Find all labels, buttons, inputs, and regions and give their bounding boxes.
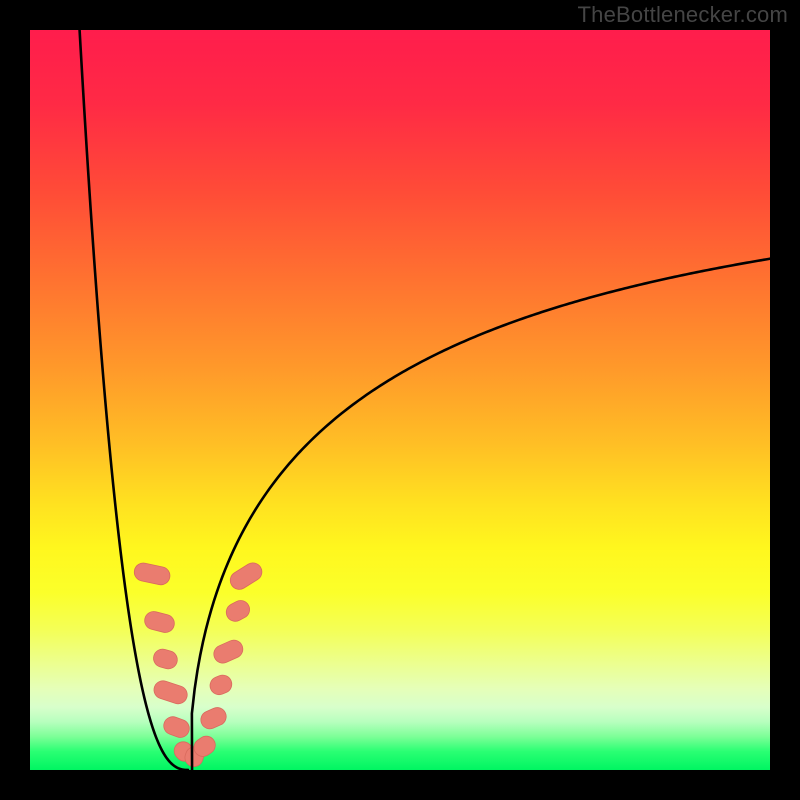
chart-container: TheBottlenecker.com xyxy=(0,0,800,800)
chart-svg xyxy=(0,0,800,800)
plot-background xyxy=(30,30,770,770)
